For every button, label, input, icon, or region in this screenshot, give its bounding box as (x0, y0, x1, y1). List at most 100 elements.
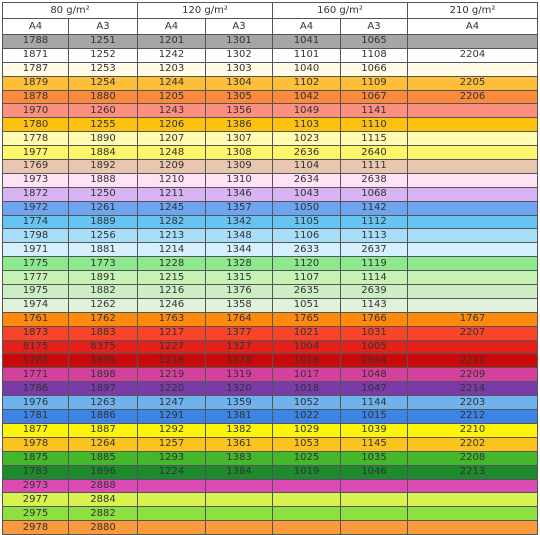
code-cell: 1016 (272, 353, 342, 369)
code-cell: 1883 (68, 325, 138, 341)
code-cell: 1767 (407, 311, 539, 327)
code-cell: 1227 (137, 339, 206, 355)
code-cell: 1974 (2, 297, 69, 313)
color-row: 1976 1263 1247 1359 1052 1144 2203 (2, 395, 539, 411)
code-cell: 2978 (2, 520, 69, 535)
code-cell: 2202 (407, 436, 539, 452)
color-row: 1977 1884 1248 1308 2636 2640 (2, 145, 539, 161)
code-cell: 1257 (137, 436, 206, 452)
color-row: 2975 2882 (2, 506, 539, 522)
empty-cell (137, 506, 206, 522)
code-cell: 1888 (68, 172, 138, 188)
empty-cell (407, 297, 539, 313)
code-cell: 1377 (204, 325, 274, 341)
color-row: 1781 1886 1291 1381 1022 1015 2212 (2, 409, 539, 424)
code-cell: 1065 (340, 34, 409, 49)
code-cell: 1357 (204, 200, 274, 216)
code-cell: 1105 (272, 214, 342, 230)
code-cell: 1035 (340, 450, 409, 466)
code-cell: 2205 (407, 75, 539, 91)
empty-cell (407, 103, 539, 119)
code-cell: 1764 (204, 311, 274, 327)
color-row: 1771 1898 1219 1319 1017 1048 2209 (2, 367, 539, 383)
empty-cell (407, 186, 539, 202)
color-row: 1970 1260 1243 1356 1049 1141 (2, 103, 539, 119)
empty-cell (340, 520, 409, 535)
color-row: 1775 1773 1228 1328 1120 1119 (2, 256, 539, 272)
code-cell: 1243 (137, 103, 206, 119)
code-cell: 1344 (204, 242, 274, 258)
code-cell: 1022 (272, 409, 342, 424)
color-row: 1971 1881 1214 1344 2633 2637 (2, 242, 539, 258)
code-cell: 1886 (68, 409, 138, 424)
code-cell: 1302 (204, 47, 274, 63)
code-cell: 1066 (340, 61, 409, 77)
color-row: 1774 1889 1282 1342 1105 1112 (2, 214, 539, 230)
subheader-row: A4 A3 A4 A3 A4 A3 A4 (2, 18, 539, 35)
code-cell: 1050 (272, 200, 342, 216)
code-cell: 1228 (137, 256, 206, 272)
empty-cell (407, 159, 539, 174)
code-cell: 1017 (272, 367, 342, 383)
code-cell: 2884 (68, 492, 138, 508)
size-header: A4 (137, 18, 206, 35)
code-cell: 1319 (204, 367, 274, 383)
code-cell: 1890 (68, 131, 138, 147)
code-cell: 1307 (204, 131, 274, 147)
color-row: 2973 2888 (2, 478, 539, 494)
color-row: 1873 1883 1217 1377 1021 1031 2207 (2, 325, 539, 341)
code-cell: 1029 (272, 422, 342, 438)
empty-cell (407, 492, 539, 508)
color-row: 1973 1888 1210 1310 2634 2638 (2, 172, 539, 188)
empty-cell (272, 492, 342, 508)
code-cell: 1782 (2, 353, 69, 369)
code-cell: 1018 (272, 381, 342, 397)
empty-cell (407, 284, 539, 299)
code-cell: 1004 (272, 339, 342, 355)
code-cell: 1019 (272, 464, 342, 480)
color-row: 2977 2884 (2, 492, 539, 508)
code-cell: 1774 (2, 214, 69, 230)
code-cell: 1892 (68, 159, 138, 174)
code-cell: 2634 (272, 172, 342, 188)
code-cell: 1023 (272, 131, 342, 147)
code-cell: 1254 (68, 75, 138, 91)
code-cell: 1068 (340, 186, 409, 202)
color-row: 2978 2880 (2, 520, 539, 535)
code-cell: 1106 (272, 228, 342, 244)
size-header: A4 (407, 18, 539, 35)
group-header: 120 g/m² (136, 2, 274, 19)
code-cell: 1775 (2, 256, 69, 272)
code-cell: 1210 (137, 172, 206, 188)
empty-cell (204, 478, 274, 494)
code-cell: 1255 (68, 117, 138, 133)
code-cell: 1346 (204, 186, 274, 202)
code-cell: 2203 (407, 395, 539, 411)
group-header: 160 g/m² (272, 2, 409, 19)
code-cell: 1048 (340, 367, 409, 383)
code-cell: 1114 (340, 270, 409, 286)
empty-cell (407, 131, 539, 147)
code-cell: 2206 (407, 89, 539, 105)
color-row: 1972 1261 1245 1357 1050 1142 (2, 200, 539, 216)
code-cell: 1896 (68, 464, 138, 480)
empty-cell (272, 506, 342, 522)
color-row: 1787 1253 1203 1303 1040 1066 (2, 61, 539, 77)
code-cell: 1771 (2, 367, 69, 383)
code-cell: 2638 (340, 172, 409, 188)
empty-cell (137, 520, 206, 535)
color-row: 1877 1887 1292 1382 1029 1039 2210 (2, 422, 539, 438)
code-cell: 1112 (340, 214, 409, 230)
code-cell: 1348 (204, 228, 274, 244)
size-header: A4 (272, 18, 342, 35)
code-cell: 1778 (2, 131, 69, 147)
color-row: 1777 1891 1215 1315 1107 1114 (2, 270, 539, 286)
code-cell: 2975 (2, 506, 69, 522)
code-cell: 1328 (204, 256, 274, 272)
code-cell: 1021 (272, 325, 342, 341)
empty-cell (204, 506, 274, 522)
empty-cell (407, 145, 539, 161)
color-row: 1769 1892 1209 1309 1104 1111 (2, 159, 539, 174)
code-cell: 2640 (340, 145, 409, 161)
code-cell: 1211 (137, 186, 206, 202)
